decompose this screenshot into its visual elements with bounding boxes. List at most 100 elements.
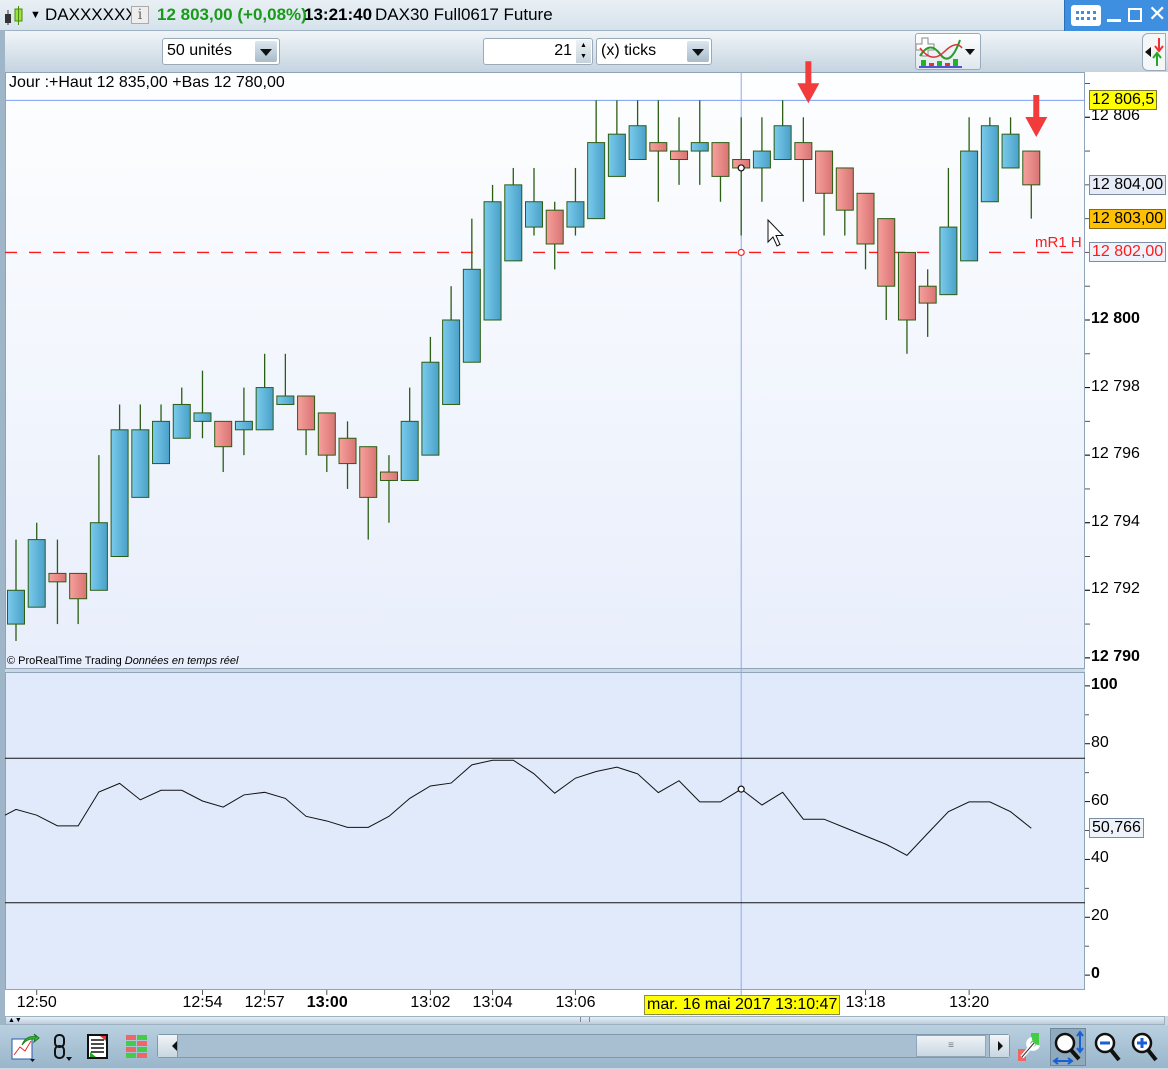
price-box-high: 12 806,5 [1089,90,1158,111]
trade-panel-toggle[interactable] [1142,33,1166,71]
bearish-candle [214,420,233,448]
price-tick-label: 12 790 [1091,647,1140,665]
price-tick-label: 12 798 [1091,377,1140,395]
bullish-candle [442,319,461,405]
bearish-candle [856,192,875,245]
chevron-down-icon[interactable]: ▼ [30,9,41,21]
pane-splitter[interactable]: ▲▼ [5,1016,1165,1025]
indicator-pane[interactable] [5,672,1085,990]
ticks-unit-select[interactable]: (x) ticks [596,38,712,65]
link-chain-icon[interactable] [52,1033,78,1063]
bearish-candle [297,395,316,431]
minimize-icon[interactable] [1107,19,1121,22]
bearish-candle [649,142,668,152]
bullish-candle [462,268,481,363]
bullish-candle [255,387,274,431]
bearish-candle [877,218,896,287]
buy-sell-arrows-icon [1145,38,1164,66]
zoom-fit-icon [1052,1030,1084,1065]
time-tick-label: 12:57 [244,994,285,1011]
bullish-candle [607,133,626,177]
bullish-candle [110,429,129,558]
horizontal-scrollbar[interactable]: ≡ [157,1034,1010,1058]
price-chart-pane[interactable] [5,72,1085,669]
bullish-candle [276,395,295,405]
keyboard-icon[interactable] [1071,5,1101,26]
price-box-last: 12 803,00 [1089,208,1167,229]
bearish-candle [317,412,336,456]
ticks-count-input[interactable]: 21 ▲ ▼ [483,38,593,65]
spinner-arrows-icon[interactable]: ▲ ▼ [576,40,591,63]
scroll-right-button[interactable] [989,1035,1009,1057]
bullish-candle [152,420,171,465]
window-left-border [0,31,5,1025]
scroll-thumb[interactable]: ≡ [916,1035,986,1057]
chart-export-icon[interactable] [10,1033,40,1063]
indicator-tick-label: 60 [1091,791,1109,809]
indicator-tick-label: 80 [1091,733,1109,751]
bullish-candle [939,226,958,296]
splitter-grip-icon[interactable] [580,1017,590,1022]
chevron-down-icon[interactable] [965,49,975,55]
add-indicator-button[interactable] [915,33,981,70]
time-axis[interactable] [5,990,1168,1016]
time-tick-label: 13:00 [306,994,348,1011]
time-tick-label: 13:18 [845,994,886,1011]
mouse-pointer-icon [767,218,785,247]
order-book-icon[interactable] [124,1033,150,1061]
collapse-arrows-icon[interactable]: ▲▼ [8,1017,22,1024]
bullish-candle [7,589,25,625]
order-list-icon[interactable] [87,1034,109,1060]
crosshair-indicator-marker [737,785,745,793]
bearish-candle [835,167,854,211]
bullish-candle [421,361,440,456]
indicator-chart-icon [915,37,963,68]
ticks-unit-value: (x) ticks [601,42,657,59]
clock-time: 13:21:40 [304,5,373,24]
sell-arrow-icon [1025,95,1048,138]
auto-zoom-button[interactable] [1050,1028,1086,1066]
bullish-candle [628,125,647,161]
bearish-candle [918,285,937,304]
scroll-left-button[interactable] [158,1035,178,1057]
time-tick-label: 13:06 [555,994,596,1011]
bullish-candle [690,142,709,152]
zoom-in-icon[interactable] [1130,1031,1160,1063]
pivot-label: mR1 H [1035,234,1082,251]
maximize-icon[interactable] [1128,8,1142,22]
bullish-candle [172,403,191,439]
bearish-candle [711,142,730,177]
price-tick-label: 12 792 [1091,580,1140,598]
wrench-settings-icon[interactable] [1016,1031,1044,1063]
instrument-name[interactable]: DAXXXXXX [45,5,137,24]
bearish-candle [338,437,357,465]
bullish-candle [131,429,150,498]
daily-high-low-info: Jour :+Haut 12 835,00 +Bas 12 780,00 [9,74,285,91]
close-icon[interactable]: ✕ [1148,2,1167,27]
candlestick-icon[interactable] [3,6,27,26]
instrument-description: DAX30 Full0617 Future [375,5,553,24]
price-tick-label: 12 800 [1091,309,1140,327]
indicator-tick-label: 40 [1091,849,1109,867]
bearish-candle [48,572,67,583]
zoom-out-icon[interactable] [1093,1031,1123,1063]
bullish-candle [525,201,543,228]
bullish-candle [89,522,108,591]
bearish-candle [815,150,834,194]
indicator-line [4,759,1032,856]
chevron-down-icon[interactable] [687,41,709,62]
bullish-candle [980,125,999,203]
bullish-candle [504,184,523,262]
realtime-label: Données en temps réel [124,655,239,667]
info-icon[interactable]: i [131,6,149,24]
units-select[interactable]: 50 unités [162,38,280,65]
price-box-plain: 12 804,00 [1089,174,1167,195]
crosshair-price-marker [737,164,745,172]
price-tick-label: 12 806 [1091,107,1140,125]
bearish-candle [794,142,813,161]
units-select-value: 50 unités [167,42,232,59]
bullish-candle [193,412,212,422]
bearish-candle [670,150,689,161]
chevron-down-icon[interactable] [255,41,277,62]
indicator-tick-label: 100 [1091,675,1118,693]
